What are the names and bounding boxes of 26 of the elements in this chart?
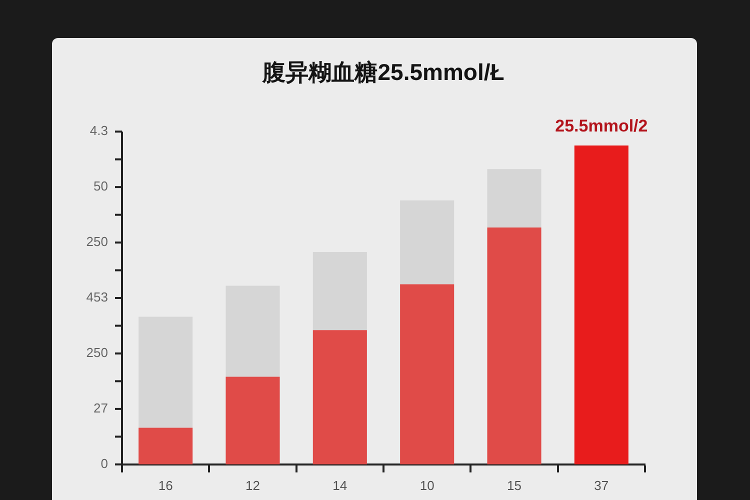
bar — [138, 428, 193, 464]
x-tick-label: 10 — [420, 478, 434, 493]
bar — [574, 145, 628, 464]
chart-title: 腹异糊血糖25.5mmol/Ł — [262, 59, 504, 86]
x-tick-label: 15 — [507, 478, 522, 493]
bar — [226, 376, 280, 464]
annotation: 25.5mmol/2 — [555, 116, 648, 136]
bar — [400, 284, 454, 464]
bar — [312, 330, 367, 464]
x-tick-label: 14 — [332, 478, 348, 493]
bar — [226, 286, 280, 377]
text: 27 — [94, 400, 108, 416]
text: 453 — [86, 290, 108, 305]
bar — [400, 200, 454, 284]
x-tick-label: 37 — [594, 478, 609, 493]
x-tick-label: 16 — [158, 478, 173, 493]
bar — [138, 316, 193, 428]
text: 4.3 — [90, 123, 108, 138]
bar — [487, 227, 542, 464]
text: 50 — [94, 178, 108, 194]
text: 250 — [86, 345, 108, 360]
text: 250 — [86, 234, 108, 250]
text: 0 — [100, 456, 108, 471]
bar — [312, 252, 367, 330]
bar — [487, 169, 542, 228]
x-tick-label: 12 — [246, 478, 260, 493]
